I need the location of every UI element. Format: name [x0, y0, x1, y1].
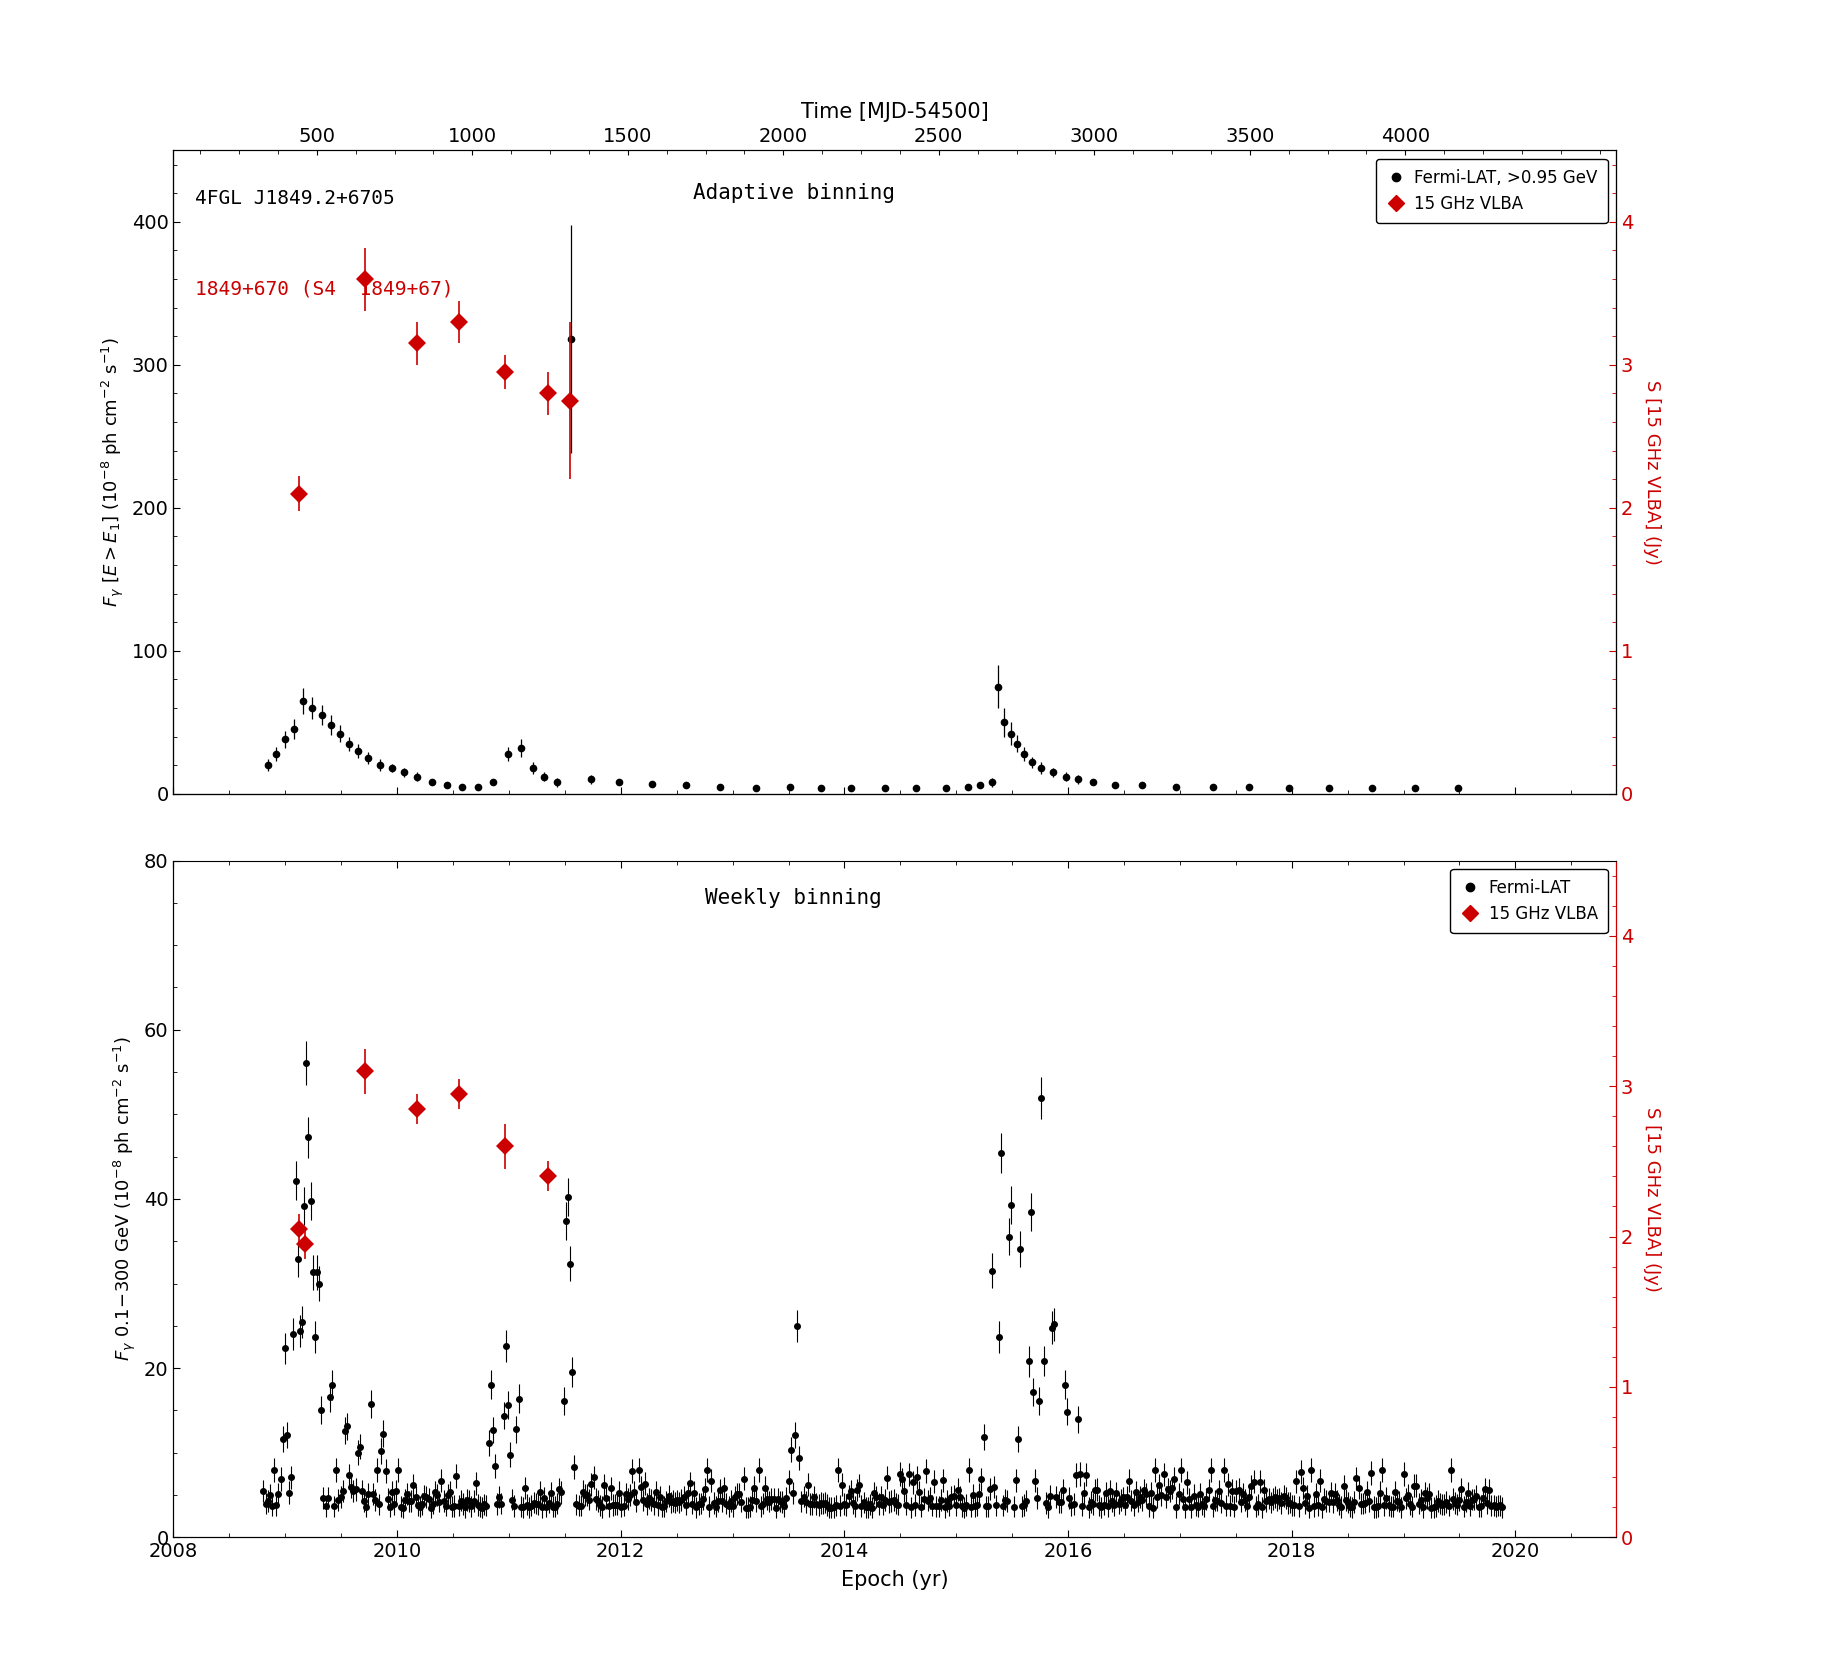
Legend: Fermi-LAT, 15 GHz VLBA: Fermi-LAT, 15 GHz VLBA [1450, 869, 1607, 932]
Text: Weekly binning: Weekly binning [705, 887, 882, 907]
Y-axis label: $F_\gamma\ [E>E_1]\ (10^{-8}\ \mathrm{ph\ cm^{-2}\ s^{-1}})$: $F_\gamma\ [E>E_1]\ (10^{-8}\ \mathrm{ph… [100, 338, 126, 607]
Text: 4FGL J1849.2+6705: 4FGL J1849.2+6705 [195, 189, 394, 207]
Y-axis label: $F_\gamma\ 0.1\!-\!300\ \mathrm{GeV}\ (10^{-8}\ \mathrm{ph\ cm^{-2}\ s^{-1}})$: $F_\gamma\ 0.1\!-\!300\ \mathrm{GeV}\ (1… [111, 1036, 139, 1362]
Y-axis label: S [15 GHz VLBA] (Jy): S [15 GHz VLBA] (Jy) [1643, 379, 1662, 565]
Text: 1849+670 (S4  1849+67): 1849+670 (S4 1849+67) [195, 279, 453, 297]
X-axis label: Epoch (yr): Epoch (yr) [842, 1569, 948, 1589]
Legend: Fermi-LAT, >0.95 GeV, 15 GHz VLBA: Fermi-LAT, >0.95 GeV, 15 GHz VLBA [1377, 159, 1607, 222]
Y-axis label: S [15 GHz VLBA] (Jy): S [15 GHz VLBA] (Jy) [1643, 1106, 1662, 1292]
X-axis label: Time [MJD-54500]: Time [MJD-54500] [802, 102, 988, 122]
Text: Adaptive binning: Adaptive binning [692, 182, 895, 202]
